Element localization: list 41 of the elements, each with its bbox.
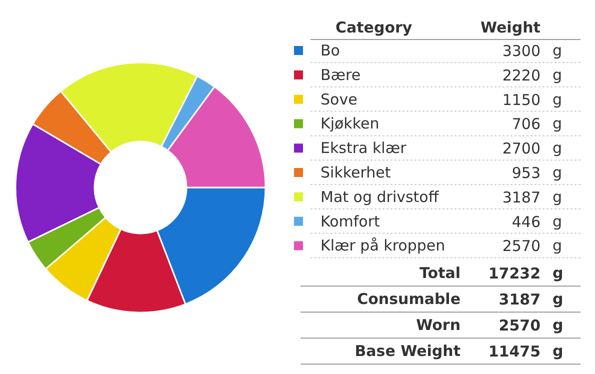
text: 3187 xyxy=(498,290,540,309)
legend-label: Sove xyxy=(320,90,358,108)
data-label: 1150 xyxy=(502,90,541,109)
legend-label: Klær på kroppen xyxy=(320,236,446,255)
text: g xyxy=(552,290,564,308)
text: g xyxy=(552,164,562,182)
data-label: 953 xyxy=(512,164,541,182)
text: g xyxy=(552,188,562,206)
text: g xyxy=(552,342,564,360)
text: g xyxy=(552,236,562,255)
text: g xyxy=(552,316,564,334)
legend-label: Ekstra klær xyxy=(320,139,408,158)
text: g xyxy=(552,212,562,230)
text: g xyxy=(552,66,562,84)
text: Consumable xyxy=(357,290,461,308)
data-label: 706 xyxy=(512,115,541,134)
text: g xyxy=(552,90,562,108)
legend-label: Kjøkken xyxy=(320,114,380,133)
data-label: 446 xyxy=(512,212,541,231)
text: 2570 xyxy=(498,316,540,335)
text: g xyxy=(552,114,562,133)
data-label: 2570 xyxy=(502,237,541,256)
legend-label: Bære xyxy=(320,66,361,84)
legend-label: Mat og drivstoff xyxy=(320,188,440,206)
text: g xyxy=(552,139,562,158)
legend-title: Category xyxy=(336,18,412,36)
data-label: 2700 xyxy=(502,140,541,158)
legend-label: Sikkerhet xyxy=(320,164,391,182)
text: Base Weight xyxy=(354,342,461,360)
data-label: 3300 xyxy=(502,42,541,60)
text: 11475 xyxy=(488,342,540,361)
text: Total xyxy=(420,264,461,282)
text: Weight xyxy=(480,18,540,36)
text: g xyxy=(552,42,562,60)
text: g xyxy=(552,264,564,282)
text: Worn xyxy=(416,316,461,334)
data-label: 2220 xyxy=(502,66,541,84)
data-label: 3187 xyxy=(502,188,541,206)
text: 17232 xyxy=(488,264,540,283)
legend-label: Komfort xyxy=(320,212,380,230)
legend-label: Bo xyxy=(320,42,340,60)
